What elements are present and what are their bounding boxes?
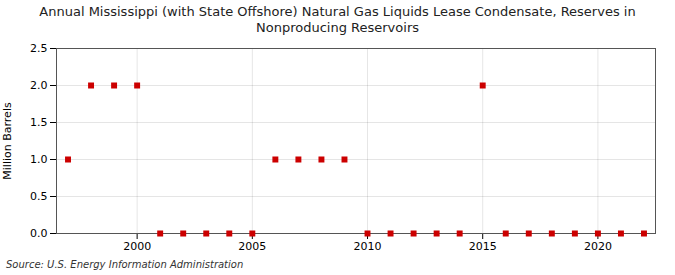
svg-text:2000: 2000 [123,240,151,253]
svg-text:0.5: 0.5 [30,190,48,203]
svg-text:0.0: 0.0 [30,227,48,240]
svg-text:2015: 2015 [469,240,497,253]
svg-text:1.0: 1.0 [30,153,48,166]
svg-text:2020: 2020 [584,240,612,253]
html-text:Source: U.S. Energy Informatio: Source: U.S. Energy Information Administ… [6,259,244,270]
svg-text:2005: 2005 [238,240,266,253]
svg-text:1.5: 1.5 [30,116,48,129]
svg-text:2.5: 2.5 [30,42,48,55]
svg-text:2010: 2010 [354,240,382,253]
svg-text:2.0: 2.0 [30,79,48,92]
html-text:Annual Mississippi (with State: Annual Mississippi (with State Offshore)… [39,4,636,35]
svg-text:Million Barrels: Million Barrels [1,102,14,180]
